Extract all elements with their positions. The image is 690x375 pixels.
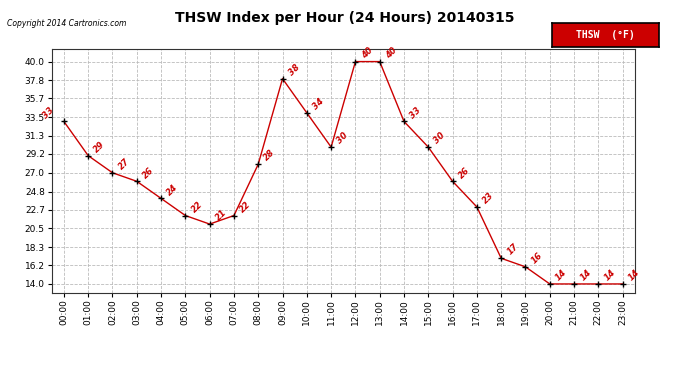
Text: 30: 30 bbox=[335, 131, 350, 146]
Text: 22: 22 bbox=[190, 200, 204, 214]
Text: 17: 17 bbox=[505, 242, 520, 257]
Text: 33: 33 bbox=[41, 105, 56, 120]
Text: 30: 30 bbox=[433, 131, 447, 146]
Text: 26: 26 bbox=[141, 165, 156, 180]
Text: 23: 23 bbox=[481, 191, 495, 206]
Text: THSW Index per Hour (24 Hours) 20140315: THSW Index per Hour (24 Hours) 20140315 bbox=[175, 11, 515, 25]
Text: 14: 14 bbox=[578, 268, 593, 282]
Text: 29: 29 bbox=[92, 140, 107, 154]
Text: 34: 34 bbox=[311, 97, 326, 111]
Text: 40: 40 bbox=[384, 45, 399, 60]
Text: 14: 14 bbox=[602, 268, 617, 282]
Text: 16: 16 bbox=[530, 251, 544, 266]
Text: 22: 22 bbox=[238, 200, 253, 214]
Text: 28: 28 bbox=[262, 148, 277, 163]
Text: 38: 38 bbox=[287, 63, 302, 77]
Text: 26: 26 bbox=[457, 165, 471, 180]
Text: 33: 33 bbox=[408, 105, 423, 120]
Text: 21: 21 bbox=[214, 208, 228, 223]
Text: THSW  (°F): THSW (°F) bbox=[576, 30, 635, 40]
Text: 40: 40 bbox=[359, 45, 374, 60]
Text: 24: 24 bbox=[165, 182, 180, 197]
Text: 14: 14 bbox=[627, 268, 642, 282]
Text: 14: 14 bbox=[554, 268, 569, 282]
Text: Copyright 2014 Cartronics.com: Copyright 2014 Cartronics.com bbox=[7, 19, 126, 28]
Text: 27: 27 bbox=[117, 157, 131, 171]
